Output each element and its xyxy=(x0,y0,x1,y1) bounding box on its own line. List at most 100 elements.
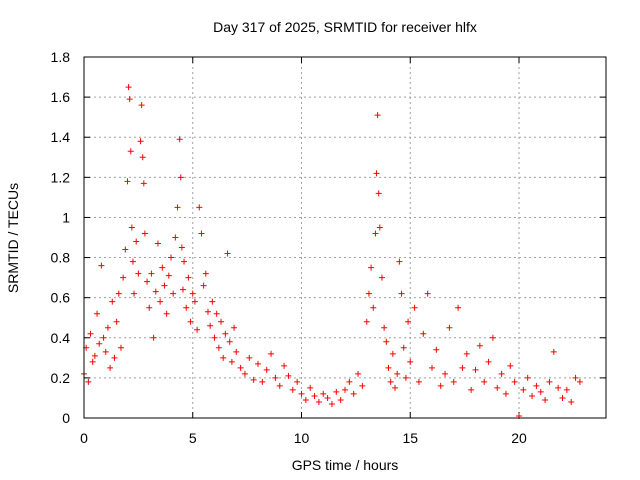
data-point xyxy=(181,258,188,265)
data-point xyxy=(387,378,394,385)
data-point xyxy=(124,178,131,185)
y-axis-label: SRMTID / TECUs xyxy=(5,183,21,293)
data-point xyxy=(226,338,233,345)
data-point xyxy=(459,364,466,371)
data-point xyxy=(91,352,98,359)
data-point xyxy=(174,204,181,211)
data-point xyxy=(481,378,488,385)
data-point xyxy=(533,382,540,389)
data-point xyxy=(520,386,527,393)
data-point xyxy=(172,234,179,241)
data-point xyxy=(468,386,475,393)
data-point xyxy=(494,384,501,391)
data-point xyxy=(400,344,407,351)
data-point xyxy=(100,334,107,341)
data-point xyxy=(402,374,409,381)
data-point xyxy=(163,310,170,317)
y-tick-label: 0.4 xyxy=(51,330,71,346)
data-point xyxy=(368,264,375,271)
y-tick-label: 1.6 xyxy=(51,89,71,105)
data-point xyxy=(576,378,583,385)
data-point xyxy=(220,354,227,361)
data-point xyxy=(450,378,457,385)
data-point xyxy=(224,250,231,257)
data-point xyxy=(394,370,401,377)
data-point xyxy=(128,224,135,231)
data-point xyxy=(365,290,372,297)
data-point xyxy=(154,240,161,247)
data-point xyxy=(568,398,575,405)
data-point xyxy=(228,358,235,365)
data-point xyxy=(157,298,164,305)
data-point xyxy=(529,392,536,399)
data-point xyxy=(144,278,151,285)
data-point xyxy=(250,376,257,383)
data-point xyxy=(152,288,159,295)
data-point xyxy=(138,102,145,109)
data-point xyxy=(148,270,155,277)
data-point xyxy=(346,378,353,385)
data-point xyxy=(550,348,557,355)
data-point xyxy=(170,290,177,297)
data-point xyxy=(177,174,184,181)
data-point xyxy=(150,334,157,341)
data-point xyxy=(563,386,570,393)
data-point xyxy=(98,262,105,269)
data-point xyxy=(131,290,138,297)
data-point xyxy=(485,358,492,365)
data-point xyxy=(311,392,318,399)
data-point xyxy=(285,372,292,379)
data-point xyxy=(127,148,134,155)
plot-frame xyxy=(83,56,607,419)
data-point xyxy=(117,344,124,351)
data-point xyxy=(433,346,440,353)
data-point xyxy=(200,282,207,289)
grid xyxy=(83,56,606,419)
data-point xyxy=(359,382,366,389)
data-point xyxy=(196,204,203,211)
data-point xyxy=(246,354,253,361)
data-point xyxy=(376,224,383,231)
data-point xyxy=(424,290,431,297)
data-point xyxy=(179,286,186,293)
data-point xyxy=(333,388,340,395)
data-point xyxy=(372,230,379,237)
data-point xyxy=(442,370,449,377)
data-point xyxy=(355,370,362,377)
data-point xyxy=(259,378,266,385)
data-point xyxy=(191,298,198,305)
data-point xyxy=(342,386,348,393)
y-tick-label: 0.8 xyxy=(51,250,71,266)
data-point xyxy=(392,384,399,391)
data-point xyxy=(209,298,216,305)
data-point xyxy=(187,318,194,325)
data-point xyxy=(375,190,382,197)
data-point xyxy=(524,374,531,381)
data-point xyxy=(455,304,462,311)
data-point xyxy=(272,374,279,381)
data-point xyxy=(507,362,514,369)
data-point xyxy=(411,304,418,311)
data-point xyxy=(546,378,553,385)
data-point xyxy=(559,394,566,401)
data-point xyxy=(146,304,153,311)
data-point xyxy=(472,366,479,373)
data-point xyxy=(218,318,225,325)
x-tick-label: 10 xyxy=(294,430,310,446)
data-point xyxy=(537,388,544,395)
data-point xyxy=(211,334,218,341)
data-point xyxy=(168,254,174,261)
data-point xyxy=(302,396,309,403)
data-point xyxy=(555,384,562,391)
data-point xyxy=(233,348,240,355)
data-point xyxy=(107,364,114,371)
data-point xyxy=(542,396,549,403)
data-point xyxy=(89,358,96,365)
data-point xyxy=(420,330,427,337)
y-tick-label: 1.2 xyxy=(51,169,71,185)
data-point xyxy=(215,344,222,351)
data-point xyxy=(198,230,205,237)
data-point xyxy=(129,258,136,265)
data-point xyxy=(139,154,146,161)
data-point xyxy=(109,298,116,305)
